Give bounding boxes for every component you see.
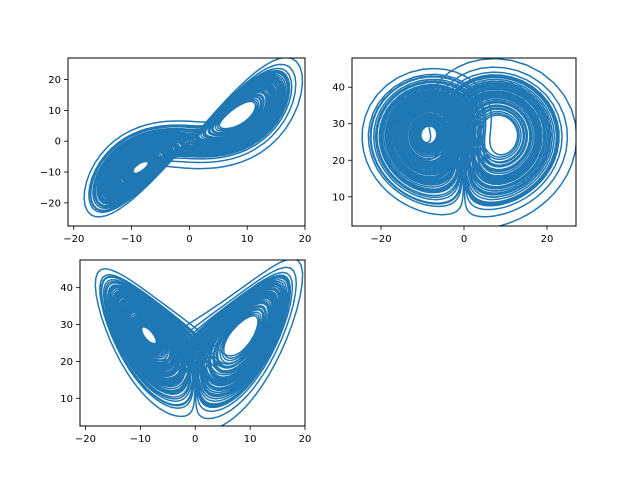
y-tick-label: 20: [332, 156, 345, 167]
x-tick-label: −10: [121, 234, 142, 245]
y-tick-label: 10: [60, 394, 73, 405]
attractor-series-line: [94, 260, 304, 426]
x-tick-label: 0: [192, 434, 198, 445]
y-tick-label: 40: [60, 283, 73, 294]
attractor-series-line: [361, 58, 576, 226]
x-tick-label: −20: [75, 434, 96, 445]
y-tick-label: 20: [60, 357, 73, 368]
x-tick-label: 20: [299, 234, 312, 245]
axes-frame: [67, 57, 306, 227]
subplot-xy: −20 −10 0 10 20 −20 −10 0 10 20: [40, 57, 311, 245]
y-tick-label: 10: [48, 106, 61, 117]
x-tick-label: 0: [186, 234, 192, 245]
x-tick-label: 10: [241, 234, 254, 245]
y-tick-label: −20: [40, 198, 61, 209]
x-tick-label: 0: [461, 234, 467, 245]
subplot-yz: −20 0 20 10 20 30 40: [332, 57, 577, 245]
y-tick-label: 30: [60, 320, 73, 331]
y-tick-label: 40: [332, 83, 345, 94]
y-tick-label: 20: [48, 75, 61, 86]
y-tick-label: 0: [55, 137, 61, 148]
x-tick-label: −20: [63, 234, 84, 245]
x-tick-label: −10: [130, 434, 151, 445]
y-tick-label: 30: [332, 119, 345, 130]
x-tick-label: 20: [541, 234, 554, 245]
y-tick-label: −10: [40, 168, 61, 179]
axes-frame: [79, 259, 306, 427]
subplot-xz: −20 −10 0 10 20 10 20 30 40: [60, 259, 311, 445]
attractor-series-line: [83, 58, 304, 218]
y-tick-label: 10: [332, 192, 345, 203]
x-tick-label: −20: [370, 234, 391, 245]
x-tick-label: 20: [299, 434, 312, 445]
x-tick-label: 10: [244, 434, 257, 445]
